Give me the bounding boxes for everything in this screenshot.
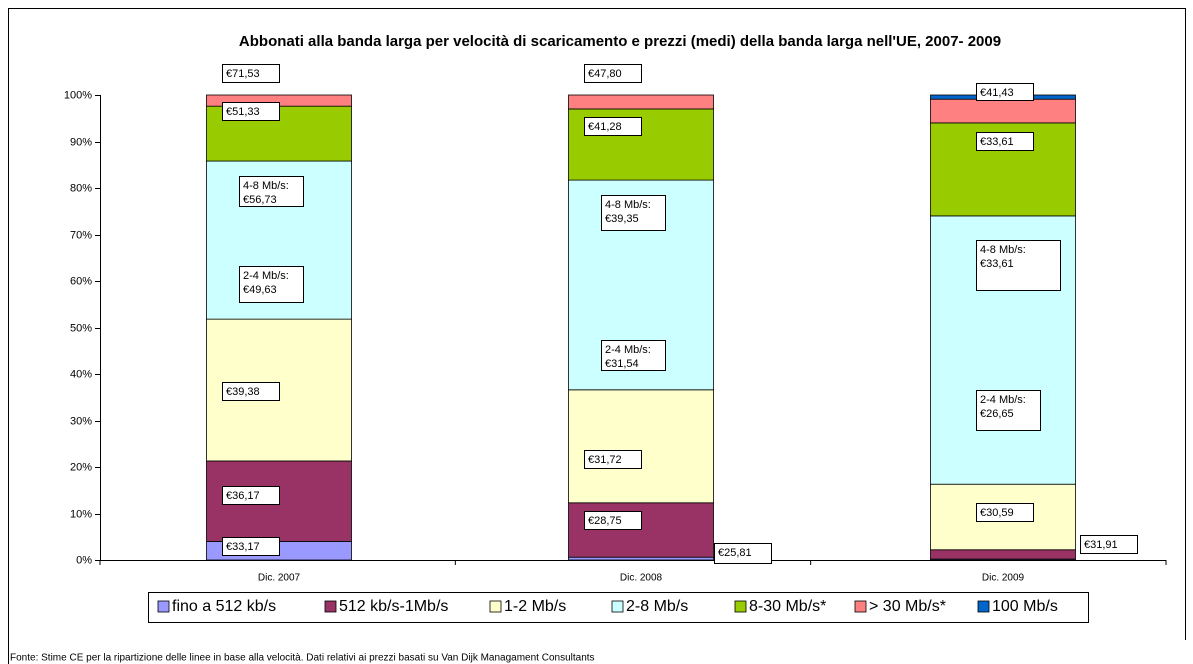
annotation: €71,53 xyxy=(226,68,260,80)
annotation-box xyxy=(584,511,642,530)
y-tick-label: 100% xyxy=(64,89,92,101)
legend-swatch xyxy=(854,600,867,613)
annotation: 4-8 Mb/s: xyxy=(980,244,1026,256)
x-tick-label: Dic. 2007 xyxy=(258,573,301,584)
bar-segment xyxy=(568,556,714,561)
x-tick-label: Dic. 2008 xyxy=(620,573,663,584)
annotation-box xyxy=(584,117,642,136)
legend-label: fino a 512 kb/s xyxy=(172,598,276,615)
y-tick-label: 0% xyxy=(76,554,92,566)
annotation-box xyxy=(976,132,1034,151)
legend-swatch xyxy=(489,600,502,613)
legend-swatch xyxy=(611,600,624,613)
chart-title: Abbonati alla banda larga per velocità d… xyxy=(239,33,1001,50)
y-tick-label: 40% xyxy=(70,368,92,380)
annotation-box xyxy=(976,83,1034,101)
y-tick-label: 80% xyxy=(70,182,92,194)
legend-swatch xyxy=(157,600,170,613)
annotation: €25,81 xyxy=(718,547,752,559)
bar-segment xyxy=(568,389,714,504)
legend-label: 8-30 Mb/s* xyxy=(749,598,826,615)
annotation: €56,73 xyxy=(243,194,277,206)
bar-segment xyxy=(930,549,1076,560)
bar-segment xyxy=(568,502,714,558)
annotation-box xyxy=(714,543,772,564)
annotation: 2-4 Mb/s: xyxy=(980,394,1026,406)
annotation: €31,54 xyxy=(605,358,639,370)
y-tick-label: 30% xyxy=(70,415,92,427)
annotation: €47,80 xyxy=(588,68,622,80)
annotation: €41,43 xyxy=(980,87,1014,99)
annotation: €39,35 xyxy=(605,213,639,225)
annotation-box xyxy=(601,340,666,371)
y-tick-label: 90% xyxy=(70,136,92,148)
annotation-box xyxy=(976,503,1034,522)
annotation: 4-8 Mb/s: xyxy=(243,180,289,192)
annotation: €31,72 xyxy=(588,454,622,466)
chart-frame xyxy=(8,8,1186,664)
annotation: €41,28 xyxy=(588,121,622,133)
annotation-box xyxy=(239,266,304,303)
annotation: €28,75 xyxy=(588,515,622,527)
annotation: €33,61 xyxy=(980,136,1014,148)
annotation-box xyxy=(239,176,304,207)
footnote: Fonte: Stime CE per la ripartizione dell… xyxy=(10,653,595,664)
annotation-box xyxy=(222,486,280,505)
annotation-box xyxy=(222,537,280,556)
annotation-box xyxy=(601,195,666,231)
annotation: €49,63 xyxy=(243,284,277,296)
legend-label: > 30 Mb/s* xyxy=(869,598,946,615)
annotation: 2-4 Mb/s: xyxy=(605,344,651,356)
y-tick-label: 20% xyxy=(70,461,92,473)
legend-label: 512 kb/s-1Mb/s xyxy=(339,598,448,615)
y-tick-label: 70% xyxy=(70,229,92,241)
annotation-box xyxy=(976,390,1041,431)
annotation: €36,17 xyxy=(226,490,260,502)
legend-swatch xyxy=(734,600,747,613)
annotation: €33,61 xyxy=(980,258,1014,270)
annotation: €30,59 xyxy=(980,507,1014,519)
annotation: €26,65 xyxy=(980,408,1014,420)
annotation-box xyxy=(976,240,1061,291)
annotation: €33,17 xyxy=(226,541,260,553)
legend-label: 2-8 Mb/s xyxy=(626,598,688,615)
y-tick-label: 10% xyxy=(70,508,92,520)
annotation: 4-8 Mb/s: xyxy=(605,199,651,211)
x-tick-label: Dic. 2009 xyxy=(982,573,1025,584)
annotation-box xyxy=(1080,535,1138,554)
annotation: 2-4 Mb/s: xyxy=(243,270,289,282)
y-tick-label: 60% xyxy=(70,275,92,287)
legend-swatch xyxy=(324,600,337,613)
bar-segment xyxy=(930,98,1076,124)
legend-swatch xyxy=(977,600,990,613)
annotation-box xyxy=(584,64,642,83)
annotation: €39,38 xyxy=(226,386,260,398)
annotation-box xyxy=(584,450,642,469)
bar-segment xyxy=(568,94,714,110)
y-tick-label: 50% xyxy=(70,322,92,334)
annotation-box xyxy=(222,64,280,83)
annotation-box xyxy=(222,102,280,121)
annotation-box xyxy=(222,382,280,401)
annotation: €31,91 xyxy=(1084,539,1118,551)
legend-label: 1-2 Mb/s xyxy=(504,598,566,615)
annotation: €51,33 xyxy=(226,106,260,118)
legend-label: 100 Mb/s xyxy=(992,598,1058,615)
